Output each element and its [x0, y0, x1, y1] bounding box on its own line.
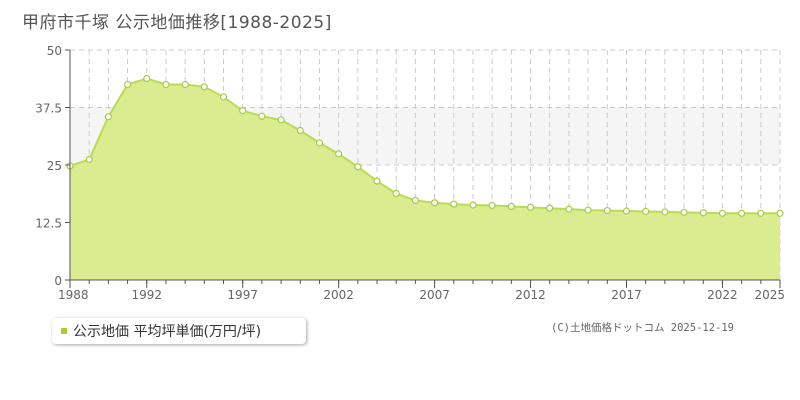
- x-tick-label: 2012: [515, 288, 546, 302]
- y-tick-label: 12.5: [35, 217, 62, 231]
- data-point: [488, 201, 496, 210]
- x-tick-label: 1992: [131, 288, 162, 302]
- y-tick-label: 50: [47, 44, 62, 58]
- data-point: [315, 139, 324, 147]
- data-point: [123, 80, 132, 89]
- legend-swatch: [61, 328, 67, 334]
- x-tick-label: 1997: [227, 288, 258, 302]
- x-tick-label: 2002: [323, 288, 354, 302]
- data-point: [143, 74, 151, 83]
- data-point: [738, 209, 746, 217]
- data-point: [162, 80, 170, 89]
- x-tick-label: 2007: [419, 288, 450, 302]
- legend: 公示地価 平均坪単価(万円/坪): [52, 318, 306, 344]
- x-tick-label: 1988: [58, 288, 89, 302]
- data-point: [104, 113, 112, 121]
- legend-label: 公示地価 平均坪単価(万円/坪): [73, 324, 262, 340]
- data-point: [219, 93, 228, 101]
- data-point: [526, 203, 535, 211]
- y-tick-label: 25: [47, 159, 62, 173]
- chart-title: 甲府市千塚 公示地価推移[1988-2025]: [22, 13, 332, 33]
- data-point: [277, 116, 285, 124]
- data-point: [411, 196, 420, 205]
- data-point: [661, 208, 669, 216]
- data-point: [335, 150, 343, 158]
- data-point: [430, 199, 439, 207]
- data-point: [85, 155, 93, 164]
- credit-text: (C)土地価格ドットコム 2025-12-19: [551, 322, 735, 334]
- data-point: [718, 209, 727, 217]
- y-tick-label: 0: [54, 274, 62, 288]
- data-point: [622, 207, 631, 215]
- y-tick-label: 37.5: [35, 102, 62, 116]
- data-point: [450, 200, 458, 208]
- data-point: [757, 209, 765, 217]
- data-point: [603, 206, 611, 215]
- data-point: [680, 208, 688, 216]
- data-point: [699, 209, 707, 217]
- data-point: [181, 80, 189, 89]
- data-point: [200, 83, 208, 91]
- data-point: [239, 107, 247, 115]
- data-point: [296, 126, 304, 135]
- data-point: [469, 201, 477, 209]
- x-tick-label: 2022: [707, 288, 738, 302]
- data-point: [392, 189, 400, 198]
- data-point: [354, 163, 362, 171]
- x-tick-label: 2025: [754, 288, 785, 302]
- x-tick-label: 2017: [611, 288, 642, 302]
- data-point: [776, 209, 784, 217]
- data-point: [507, 202, 515, 210]
- data-point: [584, 206, 592, 214]
- data-point: [565, 205, 573, 213]
- data-point: [373, 177, 381, 185]
- data-point: [258, 112, 266, 120]
- data-point: [546, 204, 554, 212]
- data-point: [642, 207, 650, 216]
- series-area: [70, 78, 780, 281]
